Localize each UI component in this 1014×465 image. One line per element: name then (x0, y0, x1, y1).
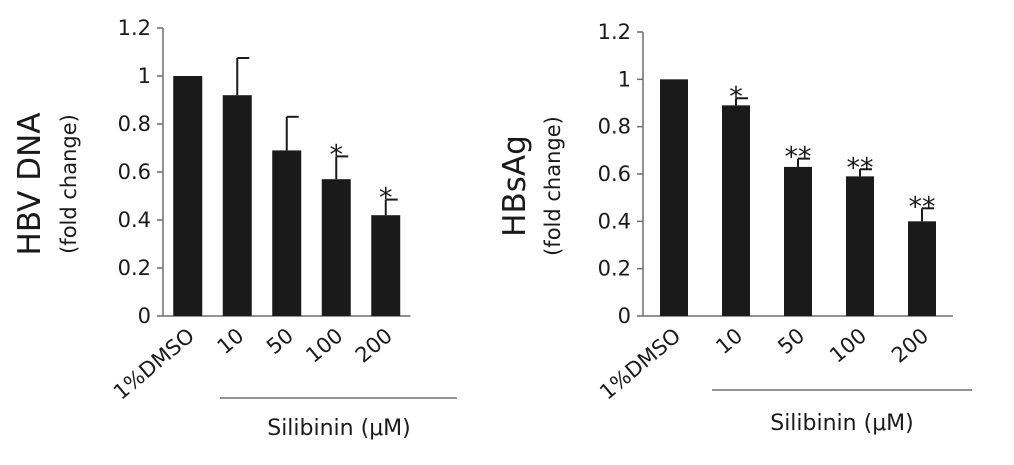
y-tick-label: 1.2 (118, 16, 151, 40)
y-axis-title: HBsAg (497, 135, 533, 237)
significance-marker: * (379, 183, 393, 214)
y-axis-title: HBV DNA (12, 113, 48, 256)
bar (660, 79, 688, 316)
x-tick-label: 100 (825, 323, 871, 367)
x-tick-label: 1%DMSO (109, 323, 199, 404)
bar (722, 105, 750, 316)
bar (784, 166, 812, 316)
x-tick-label: 50 (262, 323, 298, 359)
chart-panel-hbsag: 0 0.2 0.4 0.6 0.8 1 1.2 1%DMSO * 10 ** 50 ** 100 ** 200… (497, 20, 972, 436)
y-tick-label: 0.2 (118, 256, 151, 280)
bar (846, 176, 874, 316)
y-tick-label: 0.4 (118, 208, 151, 232)
bar (222, 95, 252, 316)
y-tick-label: 0 (138, 304, 151, 328)
bar (908, 221, 936, 316)
x-tick-label: 10 (711, 323, 747, 359)
bar (272, 150, 302, 316)
bar (321, 179, 351, 316)
y-axis-subtitle: (fold change) (541, 116, 565, 256)
y-tick-label: 0.6 (118, 160, 151, 184)
y-tick-label: 1.2 (598, 20, 631, 44)
y-tick-label: 0.6 (598, 162, 631, 186)
group-label: Silibinin (μM) (770, 411, 914, 436)
x-tick-label: 100 (301, 323, 347, 367)
significance-marker: ** (847, 152, 874, 183)
group-label: Silibinin (μM) (267, 416, 411, 441)
y-tick-label: 0.8 (598, 115, 631, 139)
x-tick-label: 50 (773, 323, 809, 359)
y-tick-label: 0.8 (118, 112, 151, 136)
x-tick-label: 200 (351, 323, 397, 367)
y-axis-subtitle: (fold change) (57, 114, 81, 254)
x-tick-label: 1%DMSO (595, 323, 685, 404)
significance-marker: ** (785, 142, 812, 173)
y-tick-label: 0 (618, 304, 631, 328)
significance-marker: * (330, 139, 344, 170)
chart-panel-hbv-dna: 0 0.2 0.4 0.6 0.8 1 1.2 1%DMSO 10 50 * 100 * 200 Silib… (12, 16, 457, 441)
x-tick-label: 10 (213, 323, 249, 359)
significance-marker: ** (909, 191, 936, 222)
y-tick-label: 1 (618, 67, 631, 91)
y-tick-label: 0.4 (598, 209, 631, 233)
bar (173, 76, 203, 316)
bar (371, 215, 401, 316)
x-tick-label: 200 (887, 323, 933, 367)
significance-marker: * (729, 81, 743, 112)
y-tick-label: 1 (138, 64, 151, 88)
y-tick-label: 0.2 (598, 257, 631, 281)
